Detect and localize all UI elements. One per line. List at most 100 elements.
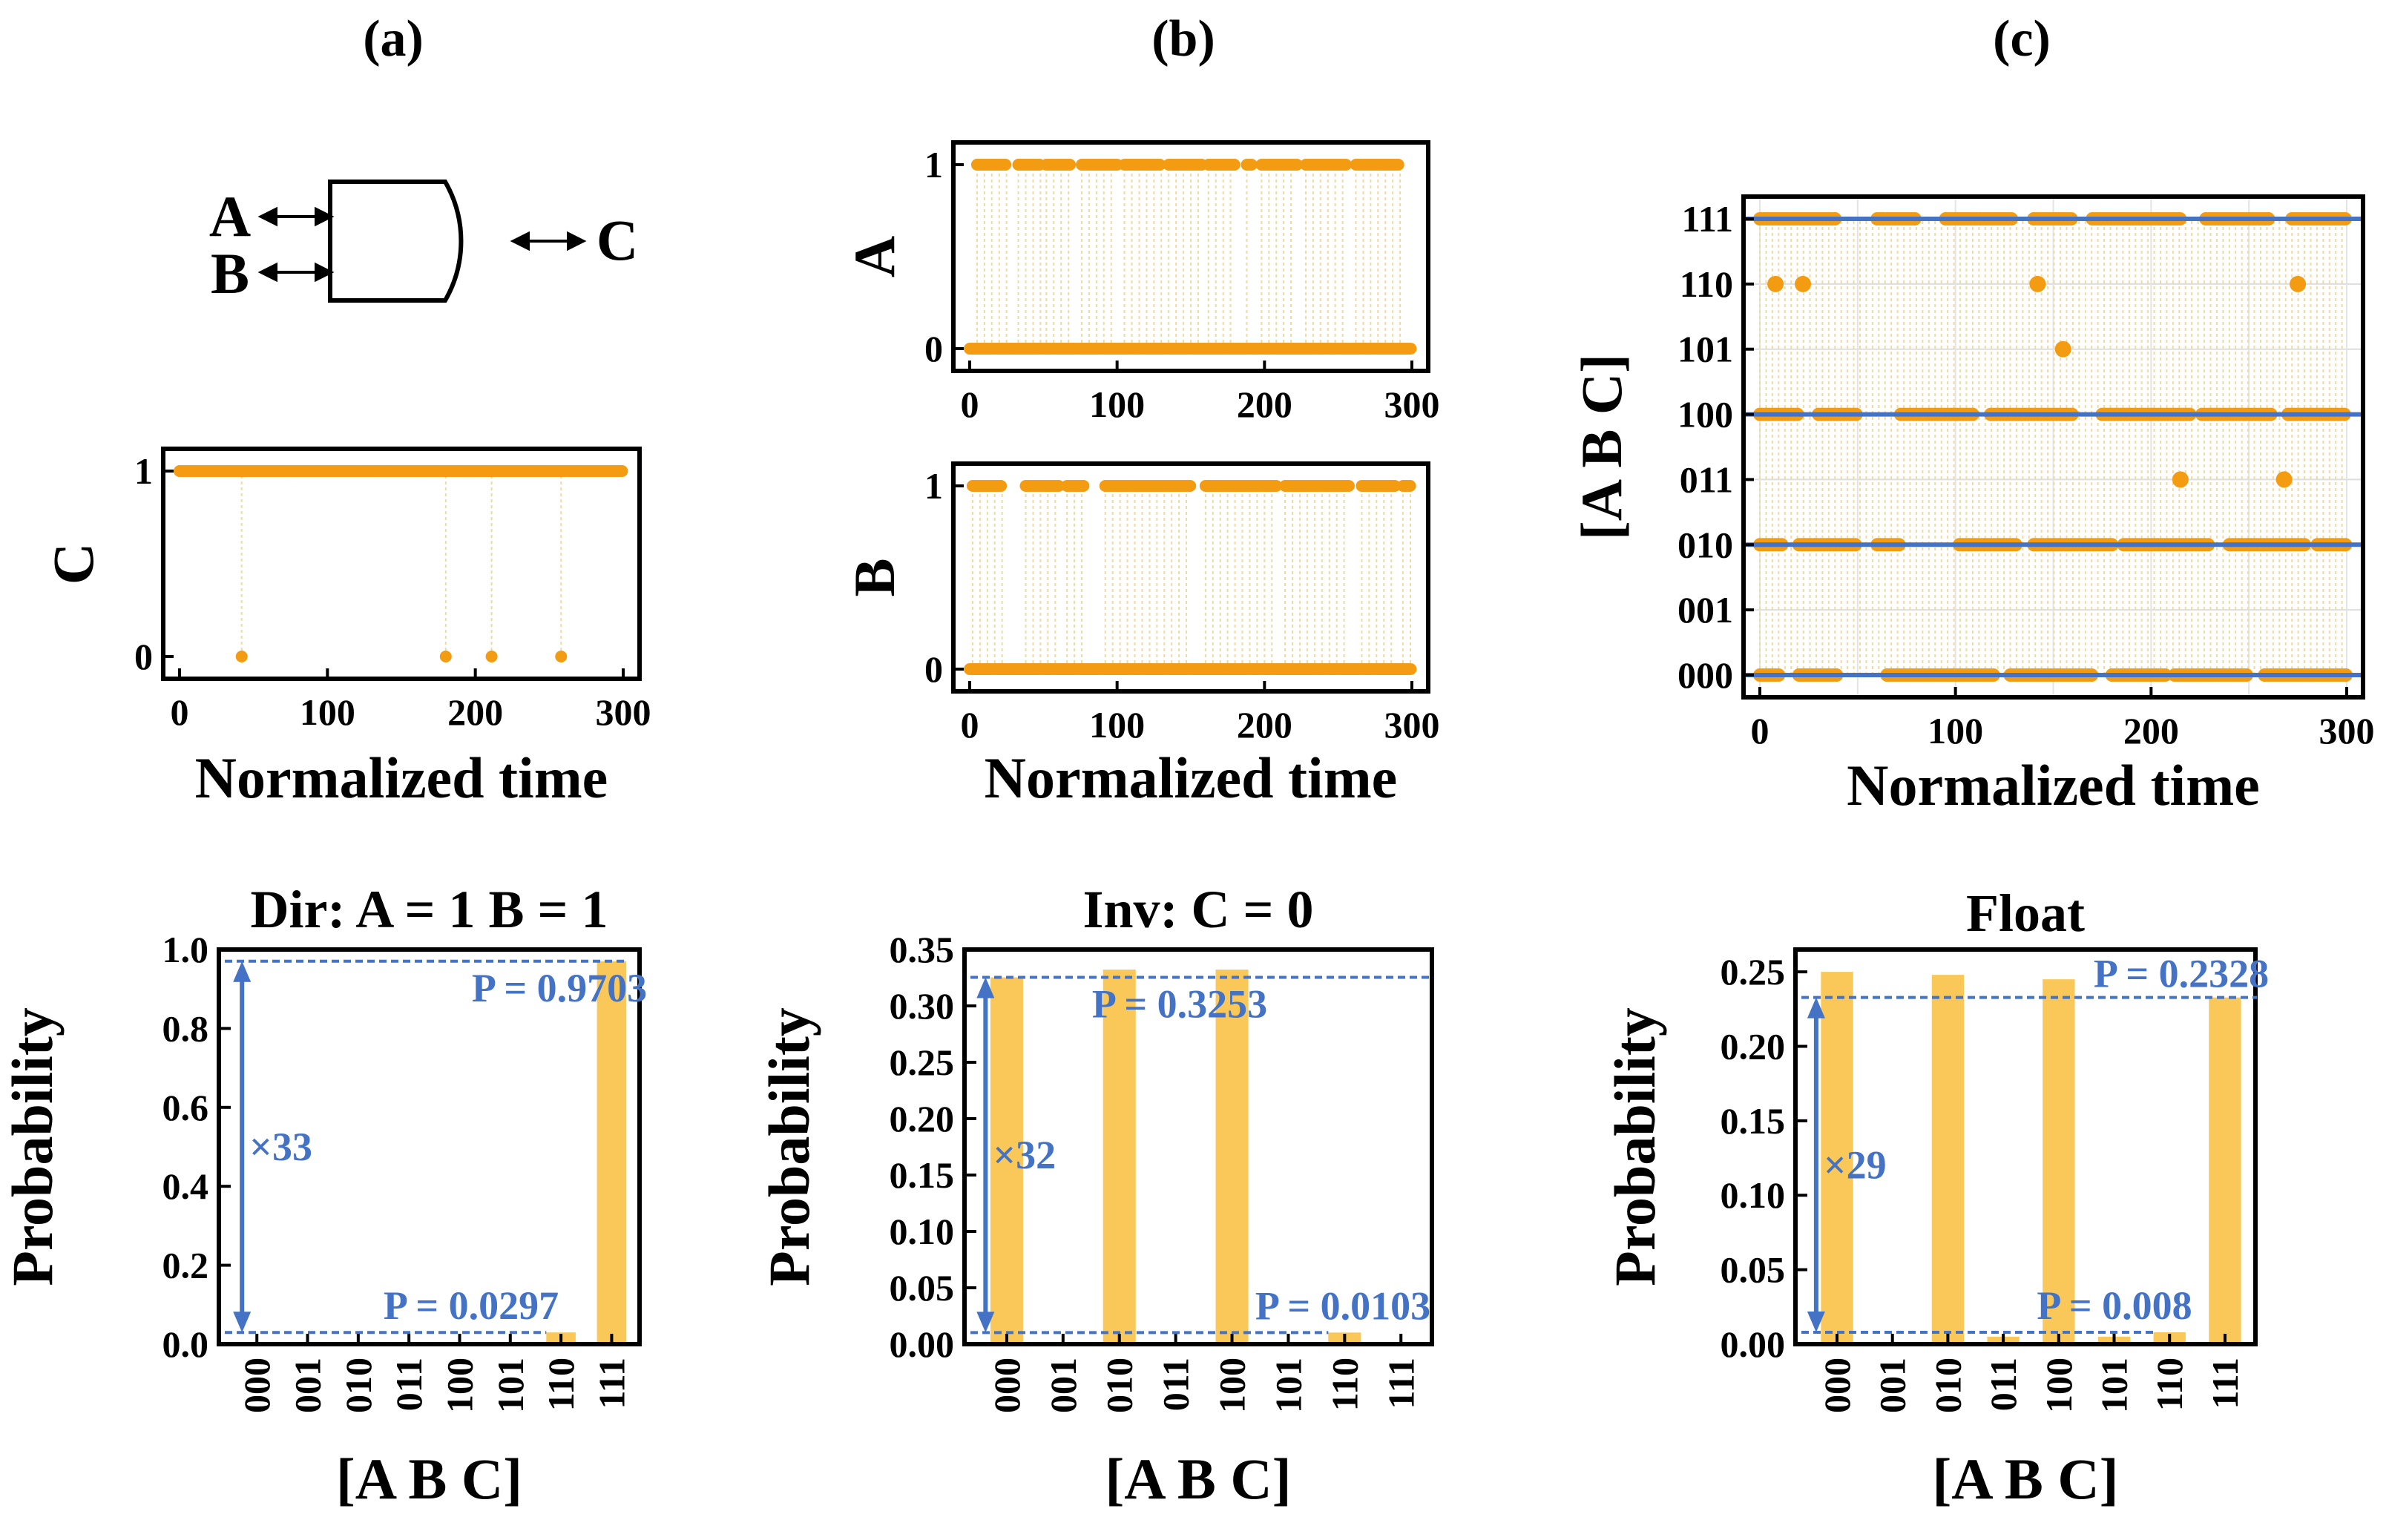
data-point-low: [485, 651, 498, 662]
data-point-high: [1270, 480, 1283, 492]
plot-frame: [951, 461, 1430, 694]
data-point-high: [1392, 159, 1404, 171]
x-tick-label: 100: [1089, 704, 1145, 746]
x-tick-label: 100: [438, 1358, 480, 1413]
data-point-high: [1245, 159, 1258, 171]
y-axis-label: C: [41, 543, 105, 585]
x-tick-label: 011: [388, 1358, 430, 1411]
data-point-low: [439, 651, 452, 662]
y-tick-label: 0.20: [1721, 1025, 1786, 1067]
x-tick-label: 110: [2149, 1358, 2190, 1411]
y-tick-label: 0: [924, 328, 943, 369]
y-tick-label: 100: [1677, 394, 1733, 435]
data-point-high: [1388, 480, 1401, 492]
plot-frame: [217, 947, 642, 1346]
x-tick-label: 000: [986, 1358, 1028, 1413]
y-tick-label: 1: [924, 465, 943, 507]
trace-lines: [240, 471, 562, 657]
bar-000: [1821, 972, 1853, 1344]
x-axis-label: Normalized time: [1847, 753, 2260, 817]
x-tick-label: 101: [1267, 1358, 1309, 1413]
low-probability-annotation: P = 0.008: [2037, 1283, 2192, 1328]
y-tick-label: 0.2: [162, 1245, 209, 1286]
y-axis-label: Probability: [757, 1007, 821, 1286]
y-tick-label: 0.25: [890, 1042, 955, 1083]
x-tick-label: 300: [1384, 704, 1440, 746]
y-tick-label: 0.0: [162, 1323, 209, 1365]
trace-lines: [1759, 219, 2343, 675]
y-tick-label: 010: [1677, 524, 1733, 565]
chart-c-bar: 0.00 0.05 0.10 0.15 0.20 0.25 000 001 010 011 100 1…: [1603, 883, 2269, 1511]
data-point-low: [235, 651, 248, 662]
y-tick-label: 0.35: [890, 929, 955, 970]
chart-b-bar: 0.00 0.05 0.10 0.15 0.20 0.25 0.30 0.35 000 001 01…: [757, 880, 1434, 1511]
high-probability-annotation: P = 0.9703: [472, 966, 647, 1010]
y-tick-label: 001: [1677, 589, 1733, 631]
data-point-110: [2029, 275, 2046, 292]
x-tick-label: 101: [490, 1358, 531, 1413]
x-tick-label: 010: [338, 1358, 379, 1413]
y-tick-label: 000: [1677, 654, 1733, 696]
chart-a-time: 0 100 200 300 0 1 Normalized time C: [41, 447, 651, 810]
and-gate-body: [328, 180, 464, 303]
x-tick-label: 200: [1237, 704, 1292, 746]
panel-label-c: (c): [1993, 10, 2051, 68]
x-tick-label: 000: [1816, 1358, 1858, 1413]
data-point-101: [2054, 340, 2071, 358]
data-point-high: [1404, 480, 1416, 492]
data-point-high: [1342, 480, 1355, 492]
data-point-110: [2290, 275, 2307, 292]
x-tick-label: 111: [2204, 1358, 2246, 1409]
y-axis-label: [A B C]: [1569, 354, 1634, 540]
x-tick-label: 0: [1751, 710, 1769, 751]
x-tick-label: 200: [2123, 710, 2179, 751]
y-tick-label: 0.00: [1721, 1323, 1786, 1365]
y-tick-label: 0: [134, 636, 153, 677]
y-axis-label: A: [842, 236, 907, 277]
gate-label-c: C: [597, 208, 638, 272]
gate-label-b: B: [211, 241, 249, 306]
bar-010: [1103, 970, 1136, 1344]
x-tick-label: 001: [287, 1358, 329, 1413]
trace-lines: [976, 165, 1401, 349]
ratio-arrow-head-down: [976, 1312, 995, 1333]
x-tick-label: 100: [1928, 710, 1983, 751]
y-tick-label: 0: [924, 648, 943, 690]
y-axis-label: Probability: [1603, 1007, 1667, 1286]
chart-c-time: 0 100 200 300 000 001 010 011 100 101 110 111 Normal…: [1569, 194, 2375, 817]
data-point-high: [995, 480, 1008, 492]
x-axis-label: Normalized time: [195, 746, 608, 810]
bar-010: [1931, 975, 1965, 1344]
y-tick-label: 101: [1677, 329, 1733, 370]
x-axis-label: [A B C]: [336, 1447, 522, 1511]
bar-111: [2209, 997, 2241, 1344]
y-tick-label: 111: [1682, 198, 1733, 240]
ratio-label: ×32: [993, 1133, 1056, 1177]
y-tick-label: 1: [134, 450, 153, 492]
data-point-high: [1064, 159, 1077, 171]
x-tick-label: 200: [1237, 384, 1292, 425]
chart-title: Inv: C = 0: [1082, 880, 1313, 939]
y-tick-label: 0.30: [890, 985, 955, 1027]
chart-b-time-b: 0 100 200 300 0 1 Normalized time B: [842, 461, 1440, 810]
data-point-011: [2172, 471, 2189, 488]
chart-title: Dir: A = 1 B = 1: [250, 880, 608, 939]
x-tick-label: 011: [1155, 1358, 1197, 1411]
y-tick-label: 0.8: [162, 1007, 209, 1049]
bar-100: [1215, 970, 1249, 1344]
x-tick-label: 011: [1982, 1358, 2024, 1411]
y-tick-label: 0.05: [890, 1267, 955, 1309]
y-tick-label: 0.10: [1721, 1174, 1786, 1216]
plot-frame: [951, 140, 1430, 373]
ratio-arrow-head-up: [976, 977, 995, 998]
y-tick-label: 0.05: [1721, 1249, 1786, 1291]
x-tick-label: 0: [961, 704, 979, 746]
data-point-high: [1228, 159, 1240, 171]
data-point-low: [1404, 343, 1417, 355]
plot-frame: [962, 947, 1434, 1346]
ratio-arrow-head-up: [233, 961, 252, 982]
data-point-high: [1291, 159, 1304, 171]
low-probability-annotation: P = 0.0103: [1255, 1283, 1430, 1328]
